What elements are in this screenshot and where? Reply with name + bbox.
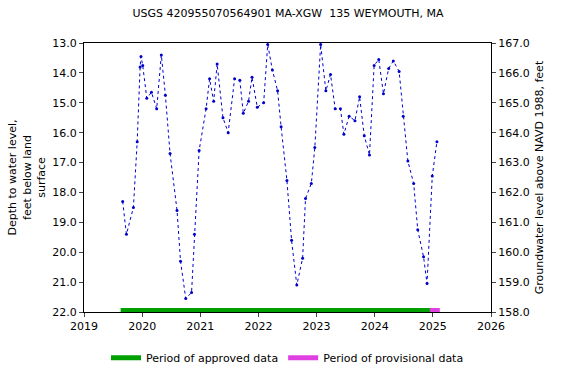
svg-text:2019: 2019 xyxy=(70,320,98,333)
svg-text:2023: 2023 xyxy=(303,320,331,333)
svg-text:15.0: 15.0 xyxy=(52,97,77,110)
svg-text:20.0: 20.0 xyxy=(52,246,77,259)
svg-text:Groundwater level above NAVD 1: Groundwater level above NAVD 1988, feet xyxy=(533,60,546,294)
svg-text:163.0: 163.0 xyxy=(498,156,530,169)
svg-text:2024: 2024 xyxy=(361,320,389,333)
svg-text:14.0: 14.0 xyxy=(52,67,77,80)
svg-text:21.0: 21.0 xyxy=(52,276,77,289)
svg-text:164.0: 164.0 xyxy=(498,127,530,140)
svg-text:161.0: 161.0 xyxy=(498,216,530,229)
svg-text:2020: 2020 xyxy=(128,320,156,333)
svg-text:162.0: 162.0 xyxy=(498,186,530,199)
svg-text:166.0: 166.0 xyxy=(498,67,530,80)
svg-text:Period of approved data: Period of approved data xyxy=(146,352,278,365)
svg-text:2022: 2022 xyxy=(244,320,272,333)
svg-text:22.0: 22.0 xyxy=(52,306,77,319)
svg-text:2021: 2021 xyxy=(186,320,214,333)
svg-text:16.0: 16.0 xyxy=(52,127,77,140)
svg-text:18.0: 18.0 xyxy=(52,186,77,199)
svg-text:Period of provisional data: Period of provisional data xyxy=(323,352,463,365)
svg-text:160.0: 160.0 xyxy=(498,246,530,259)
svg-text:158.0: 158.0 xyxy=(498,306,530,319)
svg-text:USGS 420955070564901 MA-XGW 1: USGS 420955070564901 MA-XGW 135 WEYMOUTH… xyxy=(133,7,444,20)
svg-text:17.0: 17.0 xyxy=(52,156,77,169)
svg-text:2026: 2026 xyxy=(477,320,505,333)
svg-text:13.0: 13.0 xyxy=(52,37,77,50)
svg-text:19.0: 19.0 xyxy=(52,216,77,229)
svg-text:2025: 2025 xyxy=(419,320,447,333)
svg-text:165.0: 165.0 xyxy=(498,97,530,110)
svg-text:Depth to water level,feet belo: Depth to water level,feet below landsurf… xyxy=(6,119,48,235)
svg-text:167.0: 167.0 xyxy=(498,37,530,50)
svg-text:159.0: 159.0 xyxy=(498,276,530,289)
